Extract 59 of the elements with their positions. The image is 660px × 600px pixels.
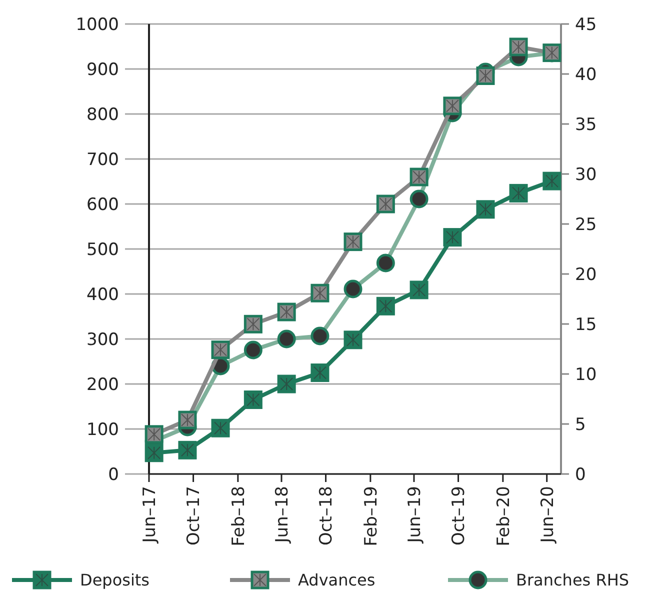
point bbox=[509, 38, 528, 56]
x-tick-label: Feb–20 bbox=[494, 486, 514, 546]
x-tick-label: Oct–19 bbox=[449, 486, 470, 546]
x-tick-label: Jun–19 bbox=[404, 486, 425, 544]
point bbox=[443, 96, 462, 116]
y-tick-label: 600 bbox=[86, 194, 119, 215]
y2-tick-label: 45 bbox=[575, 14, 597, 35]
x-tick-label: Jun–20 bbox=[538, 486, 558, 544]
point bbox=[344, 330, 362, 350]
x-tick-label: Oct–18 bbox=[316, 486, 337, 546]
point bbox=[144, 444, 164, 462]
point bbox=[211, 418, 230, 438]
y2-tick-label: 5 bbox=[575, 414, 586, 435]
y-tick-label: 300 bbox=[86, 330, 119, 350]
legend-label: Advances bbox=[298, 570, 376, 590]
point bbox=[178, 440, 197, 460]
point bbox=[211, 340, 230, 360]
y2-tick-label: 30 bbox=[575, 164, 597, 185]
y2-tick-label: 0 bbox=[575, 464, 586, 485]
point bbox=[310, 284, 330, 302]
point bbox=[310, 364, 330, 382]
legend-label: Branches RHS bbox=[516, 570, 630, 590]
y-tick-label: 800 bbox=[86, 104, 119, 125]
point bbox=[476, 66, 495, 85]
x-tick-label: Jun–17 bbox=[140, 486, 160, 544]
y-tick-label: 700 bbox=[86, 150, 119, 170]
point bbox=[410, 280, 428, 300]
legend-label: Deposits bbox=[80, 570, 150, 590]
point bbox=[443, 228, 462, 247]
point bbox=[376, 296, 395, 316]
y-tick-label: 100 bbox=[86, 420, 119, 440]
y-tick-label: 400 bbox=[86, 284, 119, 305]
point bbox=[244, 314, 262, 334]
y-tick-label: 500 bbox=[86, 240, 119, 260]
point bbox=[277, 374, 296, 394]
point bbox=[542, 172, 562, 190]
y-tick-label: 900 bbox=[86, 60, 119, 80]
point bbox=[277, 302, 296, 322]
y2-tick-label: 35 bbox=[575, 114, 597, 135]
y-tick-label: 0 bbox=[108, 464, 119, 485]
point bbox=[476, 200, 495, 219]
point bbox=[178, 410, 197, 430]
x-tick-label: Feb–19 bbox=[361, 486, 382, 546]
y2-tick-label: 40 bbox=[575, 64, 597, 85]
point bbox=[376, 194, 395, 214]
y2-tick-label: 25 bbox=[575, 214, 597, 235]
point bbox=[144, 425, 164, 444]
y-tick-label: 1000 bbox=[76, 14, 119, 35]
point bbox=[410, 168, 428, 186]
x-tick-label: Oct–17 bbox=[184, 486, 204, 546]
x-tick-label: Feb–18 bbox=[228, 486, 249, 546]
x-tick-label: Jun–18 bbox=[272, 486, 292, 544]
point bbox=[509, 184, 528, 202]
point bbox=[344, 232, 362, 252]
y-tick-label: 200 bbox=[86, 374, 119, 395]
point bbox=[244, 390, 262, 409]
y2-tick-label: 15 bbox=[575, 314, 597, 335]
y2-tick-label: 10 bbox=[575, 364, 597, 385]
y2-tick-label: 20 bbox=[575, 264, 597, 285]
